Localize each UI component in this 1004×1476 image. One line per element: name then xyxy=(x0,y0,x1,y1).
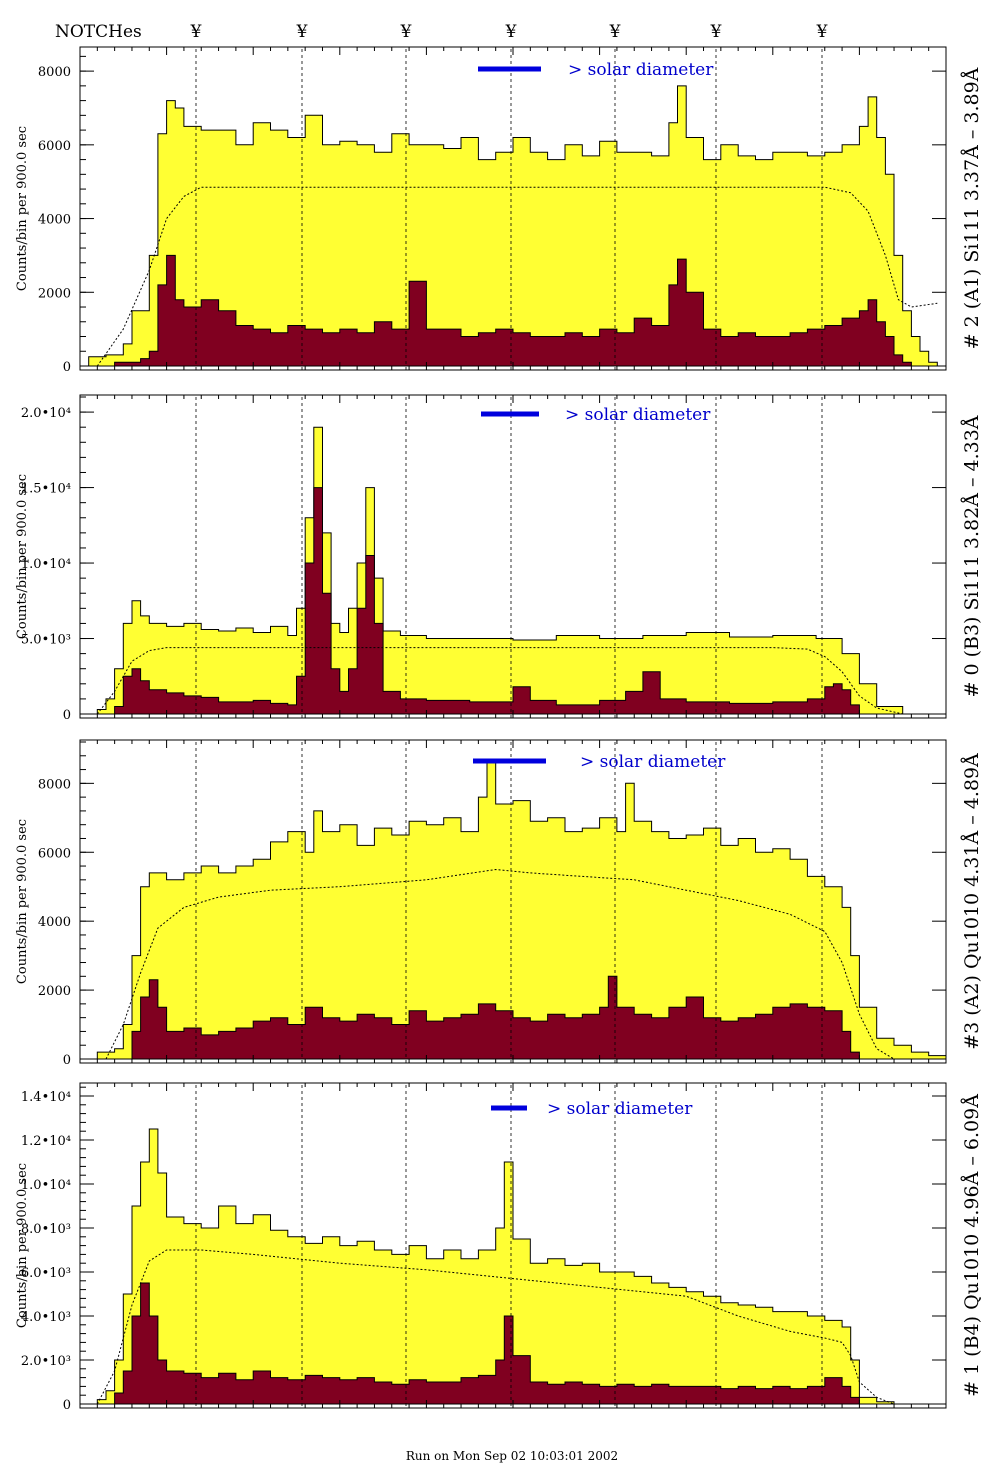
y-axis-label: Counts/bin per 900.0 sec xyxy=(15,126,30,291)
panel-2: 0 5.0•10³ 1.0•10⁴ 1.5•10⁴ 2.0•10⁴ Counts/bin … xyxy=(15,394,983,723)
solar-diameter-label: > solar diameter xyxy=(547,1099,693,1119)
y-tick-label: 0 xyxy=(63,360,71,375)
panel-label: #3 (A2) Qu1010 4.31Å – 4.89Å xyxy=(961,753,983,1050)
series-total-histogram xyxy=(80,758,947,1060)
y-tick-label: 1.2•10⁴ xyxy=(21,1134,71,1149)
series-subset-histogram xyxy=(80,1282,946,1405)
y-axis-label: Counts/bin per 900.0 sec xyxy=(15,1163,30,1328)
notch-symbol: ¥ xyxy=(505,22,517,42)
notch-symbol: ¥ xyxy=(816,22,828,42)
solar-diameter-label: > solar diameter xyxy=(568,60,714,80)
panel-label: # 1 (B4) Qu1010 4.96Å – 6.09Å xyxy=(961,1094,983,1397)
y-tick-label: 0 xyxy=(63,1398,71,1413)
series-model-curve xyxy=(96,186,938,367)
y-tick-label: 1.5•10⁴ xyxy=(21,482,71,497)
notch-symbols: ¥ ¥ ¥ ¥ ¥ ¥ ¥ xyxy=(190,22,828,42)
y-tick-label: 0 xyxy=(63,1053,71,1068)
series-subset-histogram xyxy=(80,487,946,715)
series-model-curve xyxy=(105,868,895,1060)
series-subset-histogram xyxy=(80,975,946,1060)
notch-symbol: ¥ xyxy=(400,22,412,42)
y-tick-label: 1.0•10⁴ xyxy=(21,1178,71,1193)
y-tick-label: 5.0•10³ xyxy=(21,633,71,648)
notch-symbol: ¥ xyxy=(710,22,722,42)
series-model-curve xyxy=(96,647,903,715)
y-axis-label: Counts/bin per 900.0 sec xyxy=(15,819,30,984)
notches-label: NOTCHes xyxy=(55,22,142,42)
series-model-curve xyxy=(96,1249,895,1405)
solar-diameter-label: > solar diameter xyxy=(565,405,711,425)
panels: 0 2000 4000 6000 8000 Counts/bin per 900.0 se… xyxy=(15,46,983,1413)
notch-symbol: ¥ xyxy=(190,22,202,42)
panel-3: 0 2000 4000 6000 8000 Counts/bin per 900.0 se… xyxy=(15,739,983,1068)
y-tick-label: 0 xyxy=(63,708,71,723)
y-tick-label: 4000 xyxy=(38,213,71,228)
notch-symbol: ¥ xyxy=(609,22,621,42)
y-tick-label: 6000 xyxy=(38,139,71,154)
series-total-histogram xyxy=(80,1128,946,1405)
y-tick-label: 2000 xyxy=(38,286,71,301)
solar-diameter-label: > solar diameter xyxy=(580,752,726,772)
y-tick-label: 8000 xyxy=(38,777,71,792)
y-tick-label: 6000 xyxy=(38,846,71,861)
y-tick-label: 6.0•10³ xyxy=(21,1266,71,1281)
panel-1: 0 2000 4000 6000 8000 Counts/bin per 900.0 se… xyxy=(15,46,983,375)
y-tick-label: 1.4•10⁴ xyxy=(21,1090,71,1105)
y-tick-label: 4000 xyxy=(38,915,71,930)
y-axis-label: Counts/bin per 900.0 sec xyxy=(15,474,30,639)
y-tick-label: 2000 xyxy=(38,984,71,999)
y-tick-label: 1.0•10⁴ xyxy=(21,557,71,572)
y-tick-label: 4.0•10³ xyxy=(21,1310,71,1325)
series-total-histogram xyxy=(80,85,946,367)
series-subset-histogram xyxy=(80,254,946,367)
panel-label: # 0 (B3) Si111 3.82Å – 4.33Å xyxy=(961,415,983,697)
panel-4: 0 2.0•10³ 4.0•10³ 6.0•10³ 8.0•10³ 1.0•10⁴ 1.2•… xyxy=(15,1082,983,1413)
notch-symbol: ¥ xyxy=(296,22,308,42)
y-tick-label: 8.0•10³ xyxy=(21,1222,71,1237)
y-tick-label: 8000 xyxy=(38,65,71,80)
y-tick-label: 2.0•10⁴ xyxy=(21,406,71,421)
panel-label: # 2 (A1) Si111 3.37Å – 3.89Å xyxy=(961,67,983,349)
series-total-histogram xyxy=(80,426,946,715)
y-tick-label: 2.0•10³ xyxy=(21,1354,71,1369)
run-timestamp: Run on Mon Sep 02 10:03:01 2002 xyxy=(406,1449,618,1463)
